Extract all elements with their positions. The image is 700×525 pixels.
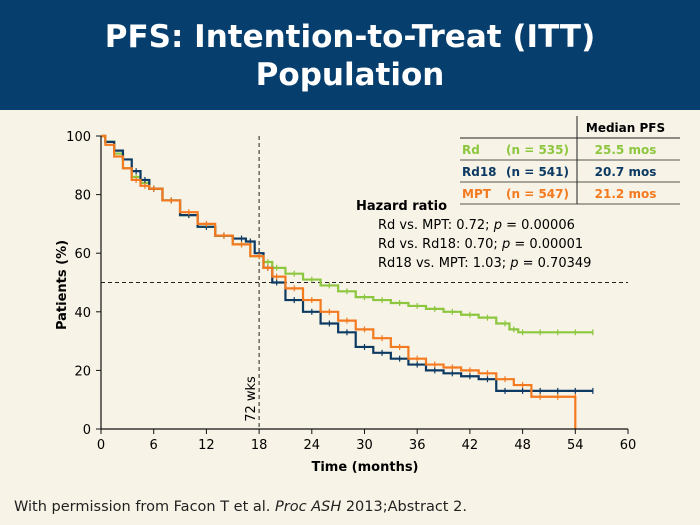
x-tick-label: 24: [304, 438, 321, 453]
hazard-ratio-title: Hazard ratio: [356, 199, 447, 214]
y-tick-label: 0: [83, 423, 91, 438]
legend-header: Median PFS: [586, 121, 665, 135]
slide-title-line2: Population: [255, 57, 445, 93]
x-axis-label: Time (months): [311, 460, 418, 475]
hazard-ratio-line: Rd vs. MPT: 0.72; p = 0.00006: [378, 218, 575, 233]
axes: 0 6 12 18 24 30 36 42 48 54 60 0 20 40 60 80 100: [66, 130, 636, 453]
hazard-ratio-line: Rd vs. Rd18: 0.70; p = 0.00001: [378, 237, 583, 252]
y-axis-label: Patients (%): [55, 240, 70, 330]
x-tick-label: 60: [620, 438, 637, 453]
x-tick-label: 30: [356, 438, 373, 453]
legend-n-rd18: (n = 541): [506, 165, 569, 179]
x-tick-label: 54: [567, 438, 584, 453]
legend-name-rd18: Rd18: [462, 165, 497, 179]
x-tick-label: 18: [251, 438, 268, 453]
legend-name-mpt: MPT: [462, 187, 492, 201]
y-tick-label: 80: [74, 189, 91, 204]
survival-curves: [101, 134, 594, 429]
y-tick-label: 100: [66, 130, 91, 145]
citation-journal: Proc ASH: [275, 499, 342, 515]
hazard-ratio-annotation: Hazard ratio Rd vs. MPT: 0.72; p = 0.0000…: [356, 199, 591, 271]
reference-lines: 72 wks: [101, 136, 628, 429]
x-tick-label: 12: [198, 438, 215, 453]
censor-marks-mpt: [135, 176, 576, 400]
x-tick-label: 0: [97, 438, 105, 453]
legend-name-rd: Rd: [462, 143, 480, 157]
slide-title-line1: PFS: Intention-to-Treat (ITT): [104, 19, 596, 55]
citation-rest: 2013;Abstract 2.: [341, 499, 467, 515]
legend-median-mpt: 21.2 mos: [595, 187, 657, 201]
legend-median-rd: 25.5 mos: [595, 143, 657, 157]
legend-n-mpt: (n = 547): [506, 187, 569, 201]
slide-title: PFS: Intention-to-Treat (ITT) Population: [0, 18, 700, 94]
x-tick-label: 48: [514, 438, 531, 453]
y-tick-label: 20: [74, 364, 91, 379]
legend-n-rd: (n = 535): [506, 143, 569, 157]
title-banner: [0, 0, 700, 110]
x-tick-label: 42: [462, 438, 479, 453]
median-pfs-legend: Median PFS Rd (n = 535) 25.5 mos Rd18 (n = 54…: [460, 116, 680, 205]
hazard-ratio-line: Rd18 vs. MPT: 1.03; p = 0.70349: [378, 256, 591, 271]
y-tick-label: 60: [74, 247, 91, 262]
pfs-chart: 72 wks 0 6 12 18 24 30 36 42 48 54 60020406080100 …: [55, 116, 680, 475]
y-tick-label: 40: [74, 306, 91, 321]
citation-text: With permission from Facon T et al.: [14, 499, 276, 515]
curve-mpt: [101, 134, 577, 429]
x-tick-label: 6: [150, 438, 158, 453]
x-tick-label: 36: [409, 438, 426, 453]
citation: With permission from Facon T et al. Proc…: [14, 499, 467, 515]
legend-median-rd18: 20.7 mos: [595, 165, 657, 179]
reference-line-label: 72 wks: [244, 376, 259, 422]
